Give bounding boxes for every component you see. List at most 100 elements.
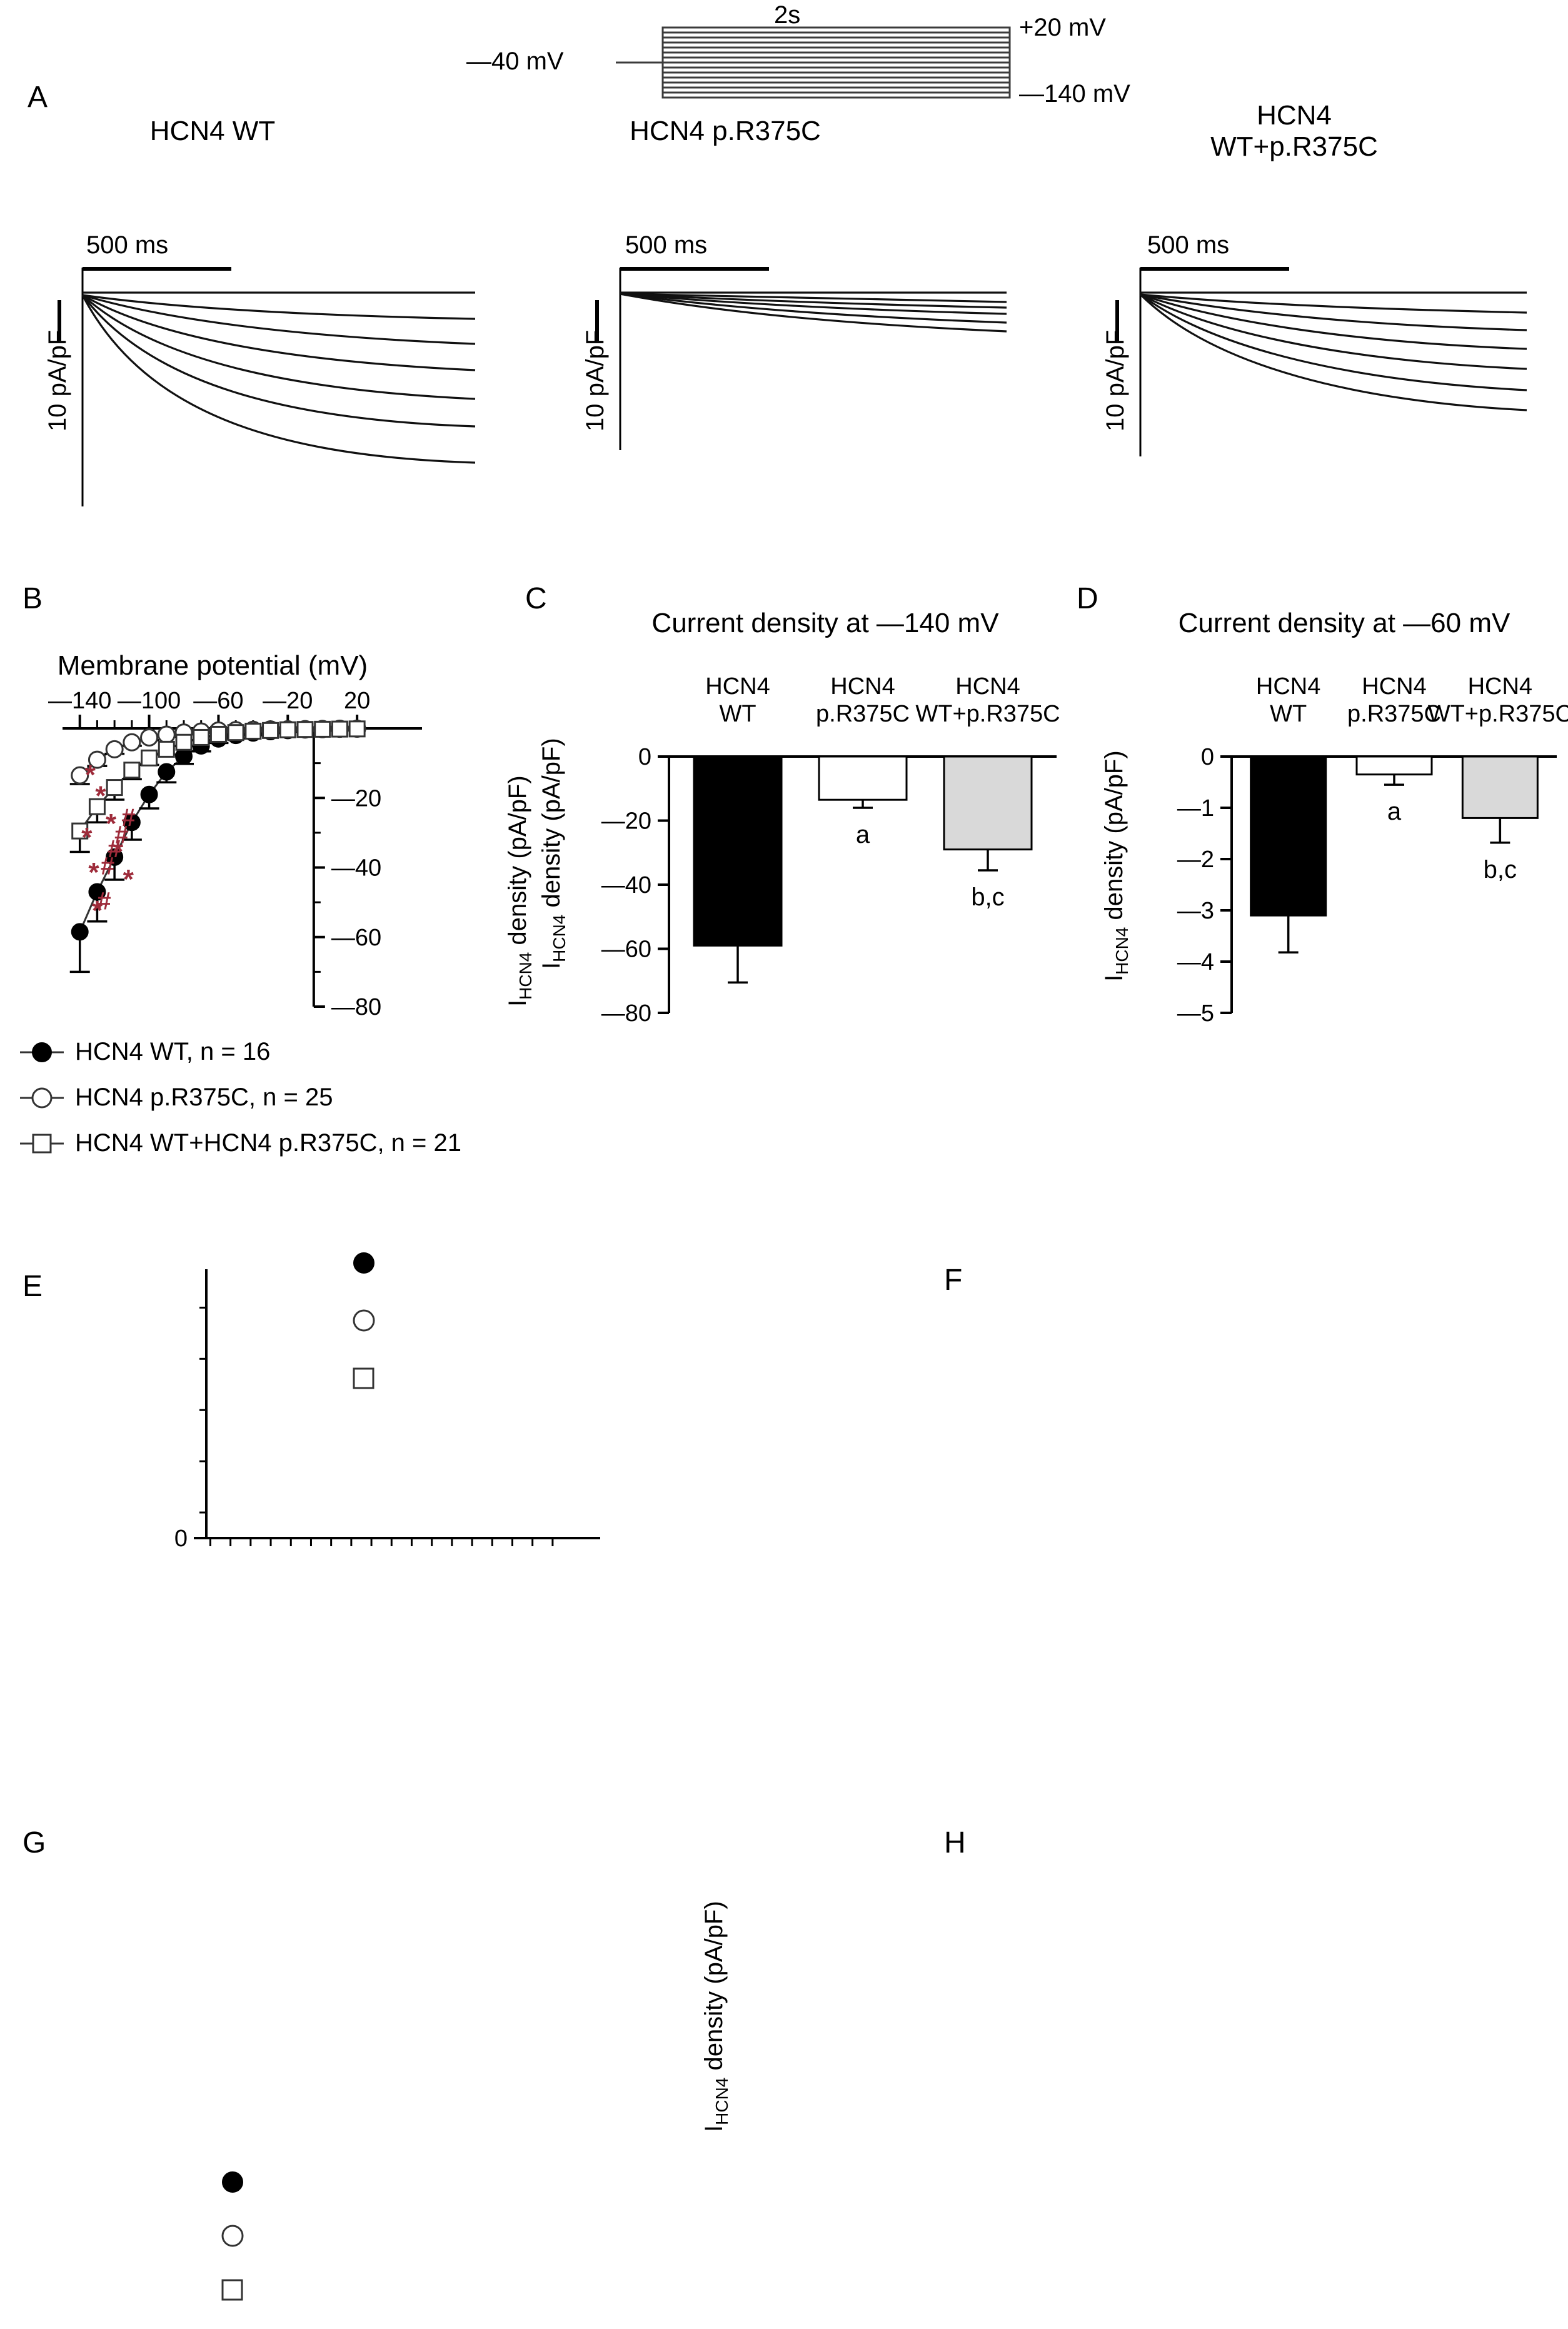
panel-g-chart [206,1807,719,2132]
trace-title-coexpression-line1: HCN4 [1257,100,1332,131]
svg-text:#: # [114,822,128,849]
svg-text:WT+p.R375C: WT+p.R375C [1428,701,1568,727]
legend-item-wt-g [219,2170,844,2195]
svg-text:HCN4: HCN4 [830,673,895,700]
panel-letter-e: E [23,1270,43,1303]
svg-text:p.R375C: p.R375C [1347,701,1441,727]
panel-letter-h: H [944,1826,966,1859]
panel-b-legend: HCN4 WT, n = 16 HCN4 p.R375C, n = 25 HCN… [19,1038,531,1157]
trace-scalebar-time-label-mut: 500 ms [625,231,707,259]
svg-text:*: * [85,760,96,790]
svg-text:HCN4: HCN4 [1468,673,1532,700]
svg-text:20: 20 [344,688,370,714]
panel-h-chart [1019,1869,1507,2257]
svg-text:*: * [81,822,93,853]
protocol-top-step-label: +20 mV [1019,14,1106,41]
svg-text:—20: —20 [601,808,651,835]
protocol-bottom-step-label: —140 mV [1019,80,1130,108]
legend-label-coexpression: HCN4 WT+HCN4 p.R375C, n = 21 [75,1129,462,1157]
svg-text:—100: —100 [118,688,181,714]
svg-text:*: * [123,864,134,895]
svg-text:0: 0 [638,744,651,770]
panel-g-yaxis-tail: density (pA/pF) [700,1901,728,2078]
time-scale-label-mut: 500 ms [625,231,708,259]
svg-text:—80: —80 [331,994,381,1020]
filled-circle-icon [353,1252,374,1274]
panel-letter-g: G [23,1826,46,1859]
trace-scalebar-time-label-co: 500 ms [1147,231,1229,259]
panel-c-yaxis-tail: density (pA/pF) [538,738,565,915]
svg-text:—60: —60 [193,688,243,714]
open-square-icon [20,1134,64,1153]
svg-text:HCN4: HCN4 [1362,673,1426,700]
svg-text:b,c: b,c [971,883,1004,911]
svg-text:HCN4: HCN4 [705,673,770,700]
panel-c-yaxis-i: I [538,962,565,969]
svg-text:#: # [97,887,111,915]
panel-d-title: Current density at —60 mV [1178,608,1510,638]
svg-text:—60: —60 [601,937,651,963]
trace-title-coexpression-line2: WT+p.R375C [1210,131,1378,162]
open-circle-icon [20,1087,64,1108]
svg-text:—40: —40 [601,872,651,898]
svg-text:*: * [88,857,99,888]
panel-d-yaxis-i: I [1100,974,1128,982]
svg-text:—80: —80 [601,1000,651,1027]
current-traces-coexpression [1095,256,1533,506]
svg-text:HCN4: HCN4 [955,673,1020,700]
svg-text:*: * [113,836,124,867]
panel-b-chart: —140 —100 —60 —20 20 —20 —40 —60 —80 * * * * * * * * # # # #… [25,688,500,1032]
legend-item-co-g [219,2277,844,2302]
voltage-protocol-diagram [438,5,1011,118]
panel-f-chart [1013,1275,1500,1669]
svg-text:—20: —20 [263,688,313,714]
panel-letter-f: F [944,1264,963,1297]
panel-letter-a: A [28,81,48,114]
current-traces-wt [38,256,488,506]
svg-text:—3: —3 [1177,898,1214,924]
current-traces-mutant [575,256,1013,506]
panel-e-legend [350,1250,825,1391]
open-circle-icon [353,1309,375,1332]
svg-text:a: a [856,821,870,848]
time-scale-label-co: 500 ms [1147,231,1230,259]
svg-text:*: * [95,780,106,811]
panel-letter-d: D [1077,582,1098,615]
legend-item-mutant-e [350,1308,825,1333]
filled-circle-icon [222,2171,243,2193]
svg-text:a: a [1387,798,1402,825]
svg-text:WT+p.R375C: WT+p.R375C [915,701,1060,727]
open-circle-icon [221,2225,244,2247]
legend-label-mutant: HCN4 p.R375C, n = 25 [75,1084,333,1111]
trace-scalebar-time-label-wt: 500 ms [86,231,168,259]
open-square-icon [353,1367,374,1389]
svg-text:WT: WT [1270,701,1307,727]
svg-text:—2: —2 [1177,847,1214,873]
protocol-duration-label: 2s [774,1,801,29]
legend-item-mutant: HCN4 p.R375C, n = 25 [19,1084,531,1112]
svg-text:b,c: b,c [1484,856,1517,883]
panel-letter-c: C [525,582,547,615]
trace-title-mutant: HCN4 p.R375C [630,116,821,146]
svg-text:#: # [101,853,114,880]
svg-text:—40: —40 [331,855,381,882]
time-scale-label-wt: 500 ms [86,231,169,259]
svg-text:*: * [92,895,103,926]
filled-circle-icon [20,1042,64,1062]
legend-item-co-e [350,1366,825,1391]
protocol-holding-label: —40 mV [466,48,564,75]
legend-item-wt: HCN4 WT, n = 16 [19,1038,531,1066]
svg-text:HCN4: HCN4 [1256,673,1320,700]
svg-text:—60: —60 [331,925,381,951]
trace-title-wt: HCN4 WT [149,116,276,146]
svg-text:—140: —140 [48,688,111,714]
panel-b-yaxis-tail: density (pA/pF) [504,775,531,952]
panel-c-chart: 0 —20 —40 —60 —80 HCN4 WT HCN4 p.R375C a HCN4 WT+p.… [563,650,1063,1038]
svg-text:WT: WT [719,701,756,727]
panel-c-title: Current density at —140 mV [651,608,999,638]
svg-text:p.R375C: p.R375C [816,701,910,727]
legend-label-wt: HCN4 WT, n = 16 [75,1038,271,1065]
svg-text:—5: —5 [1177,1000,1214,1027]
panel-d-chart: 0 —1 —2 —3 —4 —5 HCN4 WT HCN4 p.R375C a HCN4 WT+p.R3… [1125,650,1568,1038]
svg-text:0: 0 [174,1526,188,1552]
